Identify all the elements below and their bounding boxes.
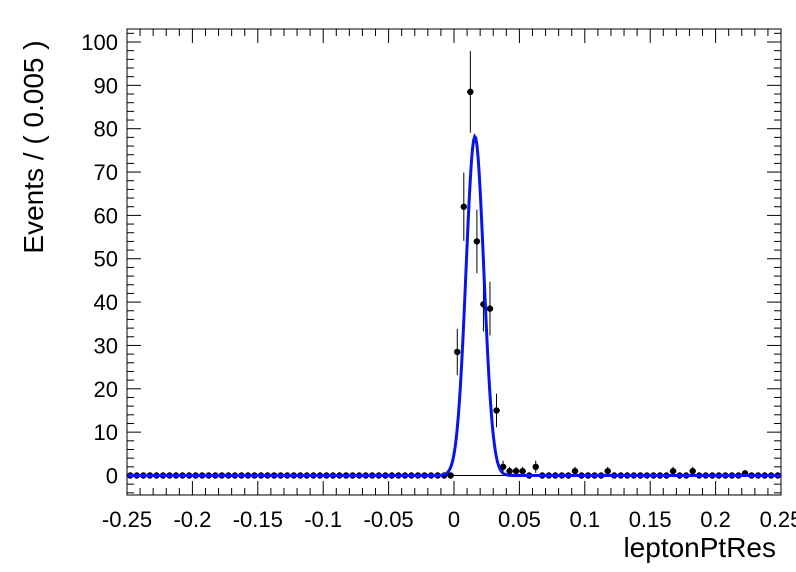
x-tick-label: 0.05 <box>498 507 541 532</box>
marker <box>689 467 696 475</box>
marker <box>499 463 507 471</box>
plot-frame <box>126 28 782 496</box>
marker <box>493 407 500 414</box>
marker <box>506 467 513 475</box>
marker <box>447 472 454 479</box>
data-point <box>486 281 494 336</box>
x-tick-label: 0.1 <box>570 507 601 532</box>
y-tick-label: 50 <box>94 247 118 272</box>
y-axis-title: Events / ( 0.005 ) <box>18 40 49 253</box>
data-point <box>604 466 611 476</box>
data-point <box>499 460 507 473</box>
marker <box>571 467 579 475</box>
x-tick-label: -0.25 <box>102 507 152 532</box>
marker <box>512 467 520 475</box>
x-tick-label: -0.2 <box>173 507 211 532</box>
data-point <box>460 172 468 241</box>
axis-ticks <box>126 29 782 495</box>
marker <box>467 88 474 96</box>
x-axis-label: leptonPtRes <box>623 532 776 563</box>
marker <box>669 467 677 475</box>
marker <box>604 467 611 475</box>
data-point <box>454 328 461 376</box>
x-tick-label: -0.1 <box>304 507 342 532</box>
x-tick-label: 0.25 <box>760 507 796 532</box>
y-tick-label: 10 <box>94 420 118 445</box>
data-point <box>447 472 454 479</box>
marker <box>532 463 539 471</box>
data-point <box>467 51 474 133</box>
data-points <box>127 51 781 479</box>
marker <box>473 238 481 245</box>
fit-curve-path <box>127 133 781 477</box>
x-tick-label: -0.05 <box>364 507 414 532</box>
y-tick-label: 90 <box>94 73 118 98</box>
y-tick-label: 60 <box>94 203 118 228</box>
y-tick-label: 40 <box>94 290 118 315</box>
data-point <box>473 209 481 274</box>
x-tick-label: 0.15 <box>629 507 672 532</box>
marker <box>486 305 494 312</box>
y-tick-label: 30 <box>94 333 118 358</box>
data-point <box>493 393 500 428</box>
y-tick-label: 100 <box>81 30 118 55</box>
y-tick-label: 0 <box>106 463 118 488</box>
x-tick-label: -0.15 <box>233 507 283 532</box>
y-axis-label: Events / ( 0.005 ) <box>18 40 49 253</box>
marker <box>519 467 526 475</box>
marker <box>454 348 461 356</box>
y-tick-label: 80 <box>94 117 118 142</box>
y-tick-label: 20 <box>94 377 118 402</box>
y-tick-label: 70 <box>94 160 118 185</box>
data-point <box>512 466 520 476</box>
x-tick-label: 0 <box>448 507 460 532</box>
x-tick-label: 0.2 <box>700 507 731 532</box>
data-point <box>506 466 513 476</box>
tick-labels: -0.25 -0.2 -0.15 -0.1 -0.05 0 0.05 0.1 0.15 0.2 0.… <box>81 30 796 532</box>
fit-curve <box>127 133 781 477</box>
marker <box>460 203 468 210</box>
data-point <box>532 460 540 473</box>
